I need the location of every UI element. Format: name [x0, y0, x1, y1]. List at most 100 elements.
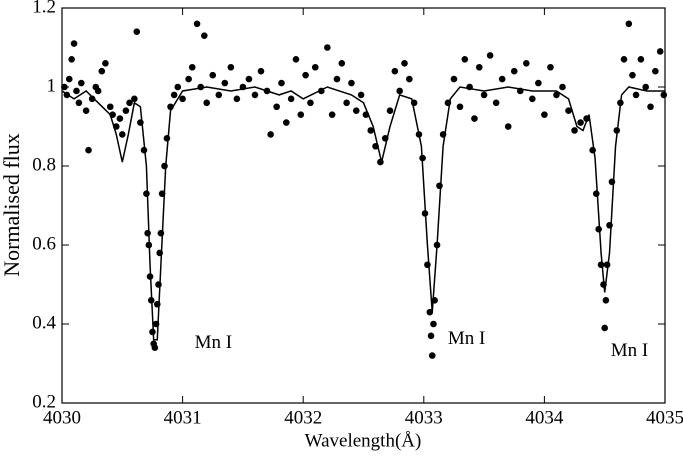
data-point	[660, 91, 668, 99]
data-point	[161, 162, 168, 170]
data-point	[480, 91, 488, 99]
x-tick-label: 4033	[405, 407, 443, 428]
data-point	[328, 111, 336, 118]
data-point	[565, 107, 572, 114]
data-point	[88, 95, 96, 103]
data-point	[119, 131, 126, 138]
data-point	[221, 79, 229, 87]
data-point	[311, 63, 319, 71]
data-point	[75, 99, 83, 107]
data-point	[450, 75, 458, 83]
data-point	[541, 111, 548, 118]
data-point	[352, 107, 360, 114]
data-point	[523, 60, 530, 67]
data-point	[297, 111, 305, 118]
data-point	[102, 60, 109, 67]
data-point	[65, 75, 73, 83]
data-point	[257, 67, 265, 75]
data-point	[338, 60, 346, 67]
data-point	[283, 119, 290, 126]
model-line	[61, 86, 665, 341]
data-point	[170, 91, 178, 99]
data-point	[529, 95, 536, 103]
data-point	[620, 56, 628, 63]
data-point	[461, 56, 469, 63]
data-point	[577, 119, 584, 126]
data-point	[245, 75, 253, 83]
data-point	[131, 95, 138, 103]
data-point	[535, 79, 542, 87]
data-point	[85, 146, 92, 154]
x-tick-label: 4035	[646, 407, 683, 428]
x-tick-label: 4030	[43, 407, 81, 428]
x-tick-label: 4032	[284, 407, 322, 428]
data-point	[94, 87, 102, 95]
data-point	[492, 99, 500, 107]
data-point	[151, 344, 159, 352]
data-point	[203, 99, 211, 107]
data-point	[278, 79, 285, 87]
data-point	[98, 67, 106, 75]
data-point	[632, 91, 640, 99]
data-point	[656, 48, 664, 55]
data-point	[348, 79, 355, 87]
y-tick-label: 0.4	[32, 312, 56, 333]
data-point	[251, 91, 259, 99]
data-point	[144, 229, 151, 237]
annotation: Mn I	[195, 332, 232, 353]
data-point	[68, 56, 75, 63]
data-point	[143, 190, 150, 197]
data-point	[201, 32, 208, 39]
y-tick-label: 0.2	[32, 391, 56, 412]
data-point	[602, 297, 610, 304]
data-point	[292, 56, 300, 63]
data-point	[428, 352, 436, 359]
data-point	[70, 40, 78, 47]
data-point	[179, 95, 186, 103]
data-point	[642, 83, 650, 91]
data-point	[647, 103, 654, 111]
data-point	[547, 63, 554, 71]
data-point	[287, 95, 295, 103]
data-point	[116, 115, 124, 122]
data-point	[427, 332, 435, 340]
data-point	[637, 56, 645, 63]
data-point	[343, 99, 350, 107]
data-point	[386, 107, 394, 114]
data-point	[209, 71, 217, 79]
data-point	[595, 225, 602, 233]
data-point	[267, 131, 274, 138]
data-point	[652, 67, 659, 75]
data-point	[215, 91, 223, 99]
data-point	[396, 87, 403, 95]
data-point	[324, 44, 331, 51]
y-tick-label: 0.6	[32, 233, 56, 254]
data-point	[333, 75, 341, 83]
data-point	[122, 107, 130, 114]
data-point	[227, 63, 235, 71]
data-point	[185, 75, 192, 83]
data-point	[436, 182, 443, 190]
data-point	[553, 91, 560, 99]
data-point	[486, 52, 494, 59]
data-point	[126, 99, 133, 107]
y-tick-label: 1.2	[32, 0, 56, 17]
data-point	[504, 123, 512, 130]
annotation: Mn I	[611, 340, 648, 361]
data-point	[456, 103, 464, 111]
data-point	[406, 75, 413, 83]
data-point	[188, 63, 196, 71]
annotation: Mn I	[448, 328, 485, 349]
data-point	[367, 127, 375, 134]
data-point	[430, 320, 437, 328]
data-point	[61, 83, 68, 91]
data-point	[498, 75, 506, 83]
data-point	[475, 63, 483, 71]
data-point	[77, 79, 85, 87]
data-point	[625, 20, 633, 28]
data-point	[163, 135, 171, 142]
data-point	[592, 190, 600, 197]
data-point	[601, 324, 608, 332]
y-axis-label: Normalised flux	[0, 133, 24, 277]
